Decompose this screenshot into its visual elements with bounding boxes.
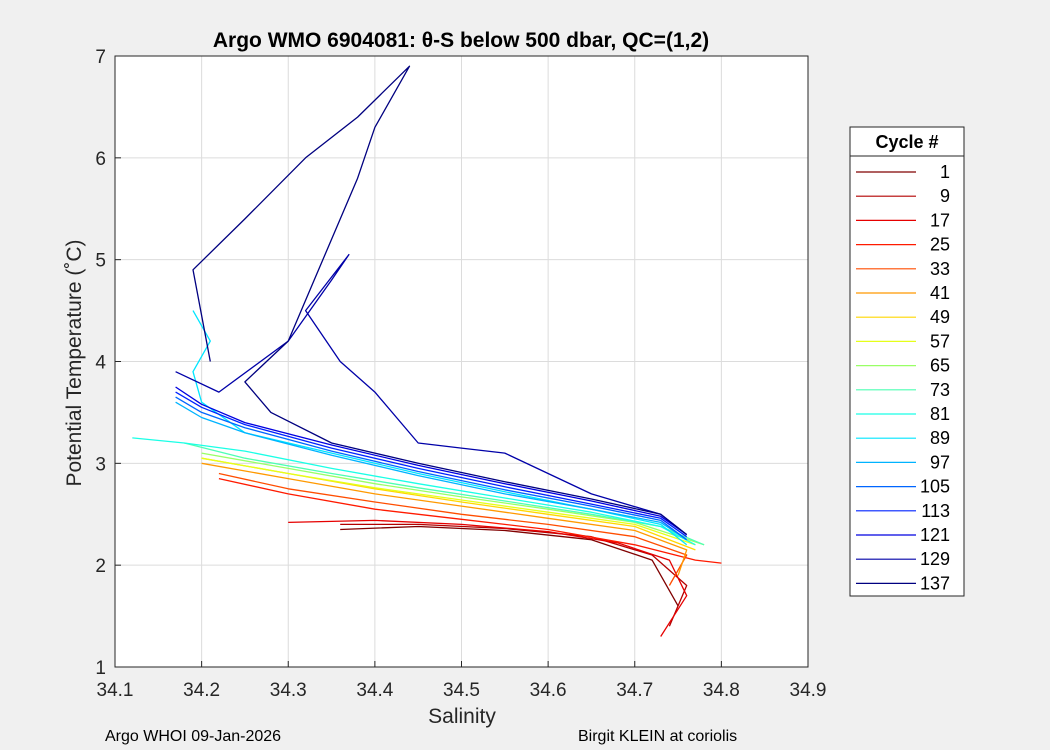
legend-label: 105 xyxy=(920,477,950,497)
legend-label: 57 xyxy=(930,331,950,351)
x-tick-label: 34.5 xyxy=(443,680,480,701)
x-tick-label: 34.2 xyxy=(183,680,220,701)
legend-entry: 73 xyxy=(856,380,950,400)
series-line-cycle-1 xyxy=(340,525,679,607)
series-line-cycle-113 xyxy=(175,391,688,538)
series-line-cycle-137 xyxy=(192,65,688,536)
legend-label: 49 xyxy=(930,307,950,327)
legend-label: 121 xyxy=(920,525,950,545)
y-tick-label: 2 xyxy=(95,556,106,577)
legend-label: 9 xyxy=(940,186,950,206)
legend-entry: 129 xyxy=(856,549,950,569)
legend-entry: 57 xyxy=(856,331,950,351)
legend-label: 97 xyxy=(930,452,950,472)
y-axis-ticks: 1 2 3 4 5 6 7 xyxy=(95,47,121,679)
legend-label: 25 xyxy=(930,235,950,255)
y-tick-label: 1 xyxy=(95,658,106,679)
x-tick-label: 34.7 xyxy=(616,680,653,701)
x-axis-ticks: 34.1 34.2 34.3 34.4 34.5 34.6 34.7 34.8 34.9 xyxy=(97,661,827,701)
legend-title: Cycle # xyxy=(875,132,938,152)
legend-entry: 81 xyxy=(856,404,950,424)
legend-entry: 113 xyxy=(856,501,950,521)
legend-entry: 33 xyxy=(856,259,950,279)
footer-left: Argo WHOI 09-Jan-2026 xyxy=(105,728,281,745)
legend-entry: 17 xyxy=(856,210,950,230)
y-tick-label: 6 xyxy=(95,149,106,170)
series-line-cycle-89 xyxy=(192,310,688,546)
series-line-cycle-97 xyxy=(175,401,688,541)
chart-title: Argo WMO 6904081: θ-S below 500 dbar, QC… xyxy=(213,29,709,52)
x-axis-label: Salinity xyxy=(428,705,496,728)
legend-entry: 9 xyxy=(856,186,950,206)
series-line-cycle-105 xyxy=(175,396,688,541)
legend-entry: 41 xyxy=(856,283,950,303)
series-line-cycle-41 xyxy=(201,462,688,576)
legend-label: 89 xyxy=(930,428,950,448)
legend-label: 137 xyxy=(920,573,950,593)
legend-entry: 137 xyxy=(856,573,950,593)
footer-right: Birgit KLEIN at coriolis xyxy=(578,728,737,745)
series-line-cycle-129 xyxy=(175,253,688,536)
legend-label: 17 xyxy=(930,210,950,230)
legend-entry: 1 xyxy=(856,162,950,182)
y-axis-label: Potential Temperature (˚C) xyxy=(63,239,86,486)
legend-entry: 105 xyxy=(856,477,950,497)
legend-entry: 121 xyxy=(856,525,950,545)
legend-label: 73 xyxy=(930,380,950,400)
x-tick-label: 34.1 xyxy=(97,680,134,701)
legend-entry: 25 xyxy=(856,235,950,255)
x-tick-label: 34.6 xyxy=(530,680,567,701)
legend: Cycle # 1 9 17 25 33 41 49 57 65 73 81 89 97 105 113 12… xyxy=(849,126,965,597)
legend-entry: 89 xyxy=(856,428,950,448)
legend-label: 41 xyxy=(930,283,950,303)
legend-label: 129 xyxy=(920,549,950,569)
x-tick-label: 34.9 xyxy=(790,680,827,701)
legend-entry: 49 xyxy=(856,307,950,327)
legend-label: 113 xyxy=(921,501,950,521)
legend-entries: 1 9 17 25 33 41 49 57 65 73 81 89 97 105 113 121 129 137 xyxy=(856,162,950,593)
y-tick-label: 7 xyxy=(95,47,106,68)
legend-label: 1 xyxy=(940,162,950,182)
y-tick-label: 5 xyxy=(95,251,106,272)
series-line-cycle-121 xyxy=(175,386,688,536)
legend-box xyxy=(849,126,965,597)
legend-label: 33 xyxy=(930,259,950,279)
y-tick-label: 3 xyxy=(95,454,106,475)
x-tick-label: 34.3 xyxy=(270,680,307,701)
series-line-cycle-17 xyxy=(288,519,688,637)
legend-entry: 97 xyxy=(856,452,950,472)
legend-entry: 65 xyxy=(856,356,950,376)
x-tick-label: 34.8 xyxy=(703,680,740,701)
legend-label: 81 xyxy=(930,404,950,424)
series-group xyxy=(132,65,722,637)
y-tick-label: 4 xyxy=(95,353,106,374)
series-line-cycle-81 xyxy=(132,437,696,546)
series-line-cycle-33 xyxy=(218,472,688,586)
series-line-cycle-57 xyxy=(201,457,696,546)
legend-label: 65 xyxy=(930,356,950,376)
x-tick-label: 34.4 xyxy=(356,680,393,701)
